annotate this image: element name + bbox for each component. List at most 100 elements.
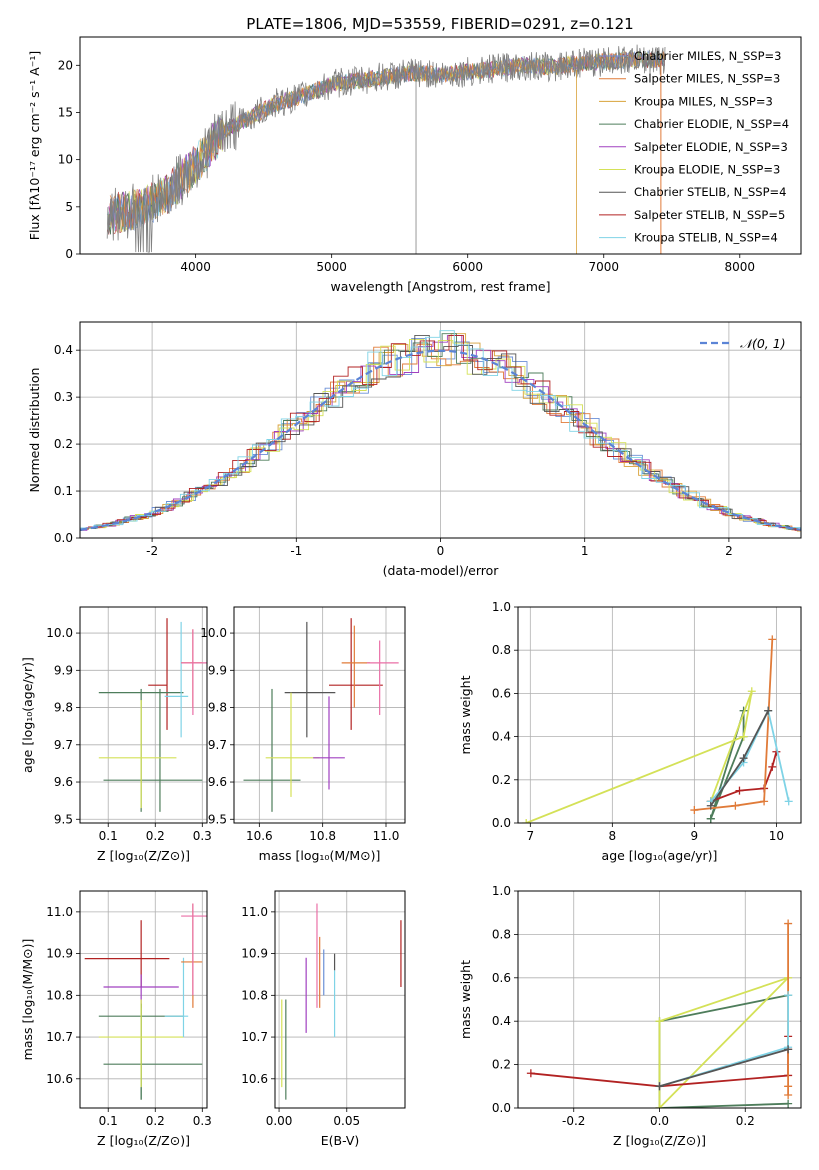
- plot-frame: [233, 606, 406, 824]
- weight-marker: [784, 1099, 793, 1108]
- errorbar-point-4: [164, 621, 189, 738]
- y-tick-label: 11.0: [46, 905, 73, 919]
- weight-marker: [735, 786, 744, 795]
- y-tick-label: 0.6: [492, 971, 511, 985]
- y-tick-label: 20: [58, 58, 73, 72]
- errorbar-point-6: [181, 629, 207, 715]
- y-tick-label: 0: [65, 247, 73, 261]
- errorbars: [84, 903, 207, 1100]
- axes-mass_vs_ebv: 0.00 0.05 10.6 10.7 10.8 10.9 11.0 E(B-V): [241, 890, 406, 1148]
- errorbars: [243, 618, 399, 812]
- weight-marker: [739, 732, 748, 741]
- legend-label-0: Chabrier MILES, N_SSP=3: [634, 49, 781, 63]
- axes-weight_vs_Z: -0.2 0.0 0.2 0.0 0.2 0.4 0.6 0.8 1.0 Z [log₁₀(Z/Z…: [458, 884, 802, 1148]
- y-tick-label: 0.0: [54, 531, 73, 545]
- y-tick-label: 0.0: [492, 816, 511, 830]
- x-tick-label: 0: [437, 544, 445, 558]
- x-tick-label: -2: [146, 544, 158, 558]
- histogram-7: [80, 334, 801, 531]
- y-tick-label: 11.0: [241, 905, 268, 919]
- weight-lines: [522, 635, 793, 823]
- weight-lines: [526, 919, 793, 1108]
- y-tick-label: 0.2: [492, 773, 511, 787]
- weight-marker: [655, 1104, 664, 1108]
- legend-label-8: Kroupa STELIB, N_SSP=4: [634, 231, 778, 245]
- x-tick-label: 8: [609, 829, 617, 843]
- x-tick-label: 7000: [588, 260, 619, 274]
- errorbar-point-4: [313, 696, 345, 790]
- x-tick-label: 10.8: [309, 829, 336, 843]
- x-axis-label: Z [log₁₀(Z/Z⊙)]: [613, 1133, 706, 1148]
- weight-marker: [747, 687, 756, 696]
- weight-marker: [739, 754, 748, 763]
- x-tick-label: 10: [769, 829, 784, 843]
- weight-marker: [731, 801, 740, 810]
- x-tick-label: 8000: [725, 260, 756, 274]
- y-axis-label: Flux [fλ10⁻¹⁷ erg cm⁻² s⁻¹ A⁻¹]: [27, 51, 42, 240]
- weight-marker: [784, 1082, 793, 1091]
- x-tick-label: 5000: [316, 260, 347, 274]
- y-tick-label: 10: [58, 153, 73, 167]
- y-tick-label: 10.0: [46, 626, 73, 640]
- x-tick-label: 0.3: [193, 829, 212, 843]
- y-tick-label: 0.8: [492, 643, 511, 657]
- plot-frame: [79, 36, 802, 255]
- x-tick-label: 0.2: [146, 829, 165, 843]
- y-tick-label: 5: [65, 200, 73, 214]
- x-axis-label: E(B-V): [321, 1133, 360, 1148]
- weight-marker: [768, 635, 777, 644]
- y-tick-label: 10.7: [241, 1030, 268, 1044]
- y-tick-label: 1.0: [492, 884, 511, 898]
- x-tick-label: 10.6: [246, 829, 273, 843]
- x-tick-label: 4000: [180, 260, 211, 274]
- y-tick-label: 10.0: [200, 626, 227, 640]
- errorbar-point-0: [148, 618, 168, 730]
- x-tick-label: 0.3: [193, 1114, 212, 1128]
- y-tick-label: 0.2: [492, 1058, 511, 1072]
- y-tick-label: 9.9: [208, 663, 227, 677]
- axes-weight_vs_age: 7 8 9 10 0.0 0.2 0.4 0.6 0.8 1.0 age [log₁₀(age/yr…: [458, 600, 802, 863]
- x-tick-label: 0.2: [736, 1114, 755, 1128]
- y-tick-label: 0.1: [54, 484, 73, 498]
- x-tick-label: 0.00: [266, 1114, 293, 1128]
- x-tick-label: 0.05: [333, 1114, 360, 1128]
- y-tick-label: 9.7: [208, 738, 227, 752]
- legend-label-2: Kroupa MILES, N_SSP=3: [634, 94, 773, 108]
- y-tick-label: 10.7: [46, 1030, 73, 1044]
- weight-marker: [784, 1090, 793, 1099]
- weight-marker: [760, 797, 769, 806]
- histogram-2: [80, 333, 801, 532]
- weight-series-1: [525, 690, 753, 823]
- x-axis-label: wavelength [Angstrom, rest frame]: [330, 279, 550, 294]
- x-axis-label: Z [log₁₀(Z/Z⊙)]: [97, 1133, 190, 1148]
- histograms: [80, 330, 801, 532]
- errorbar-point-5: [341, 625, 371, 708]
- weight-series-3: [694, 639, 774, 811]
- y-tick-label: 0.0: [492, 1101, 511, 1115]
- weight-marker: [655, 1082, 664, 1091]
- weight-marker: [784, 991, 793, 1000]
- errorbar-point-3: [98, 700, 177, 809]
- y-tick-label: 0.4: [492, 730, 511, 744]
- x-axis-label: Z [log₁₀(Z/Z⊙)]: [97, 848, 190, 863]
- y-tick-label: 9.6: [208, 775, 227, 789]
- y-tick-label: 0.8: [492, 927, 511, 941]
- plot-frame: [79, 321, 802, 539]
- x-tick-label: 11.0: [373, 829, 400, 843]
- legend-label-7: Salpeter STELIB, N_SSP=5: [634, 208, 785, 222]
- histogram-1: [80, 343, 801, 531]
- x-tick-label: -0.2: [562, 1114, 585, 1128]
- y-tick-label: 10.6: [46, 1072, 73, 1086]
- weight-marker: [690, 806, 699, 815]
- weight-marker: [784, 919, 793, 928]
- x-tick-label: 0.0: [650, 1114, 669, 1128]
- x-axis-label: age [log₁₀(age/yr)]: [602, 848, 718, 863]
- legend-label-5: Kroupa ELODIE, N_SSP=3: [634, 163, 780, 177]
- legend-label-1: Salpeter MILES, N_SSP=3: [634, 72, 780, 86]
- x-axis-label: (data-model)/error: [383, 563, 500, 578]
- x-axis-label: mass [log₁₀(M/M⊙)]: [259, 848, 381, 863]
- errorbar-point-1: [284, 621, 336, 738]
- x-tick-label: 9: [691, 829, 699, 843]
- x-tick-label: 7: [526, 829, 534, 843]
- weight-series-0: [709, 710, 745, 820]
